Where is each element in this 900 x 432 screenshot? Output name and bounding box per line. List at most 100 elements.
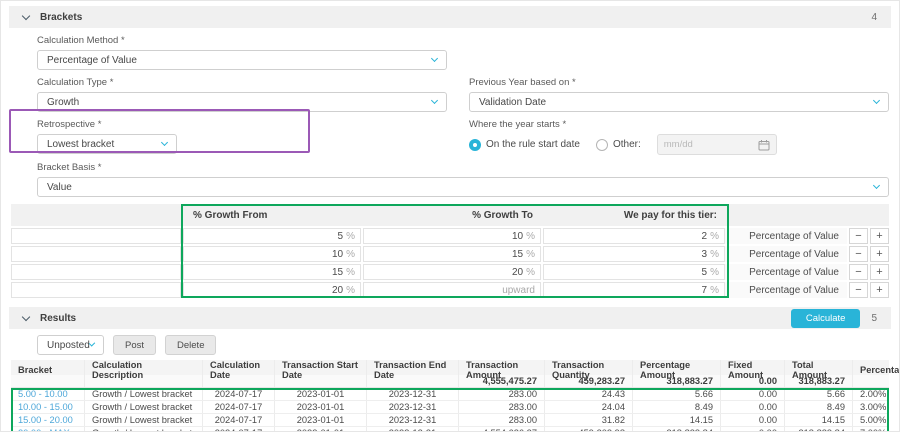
- cell-end-date: 2023-12-31: [367, 401, 459, 413]
- remove-tier-button[interactable]: −: [849, 282, 868, 298]
- cell-amount: 283.00: [459, 401, 545, 413]
- add-tier-button[interactable]: +: [870, 228, 889, 244]
- col-calc-date: Calculation Date: [203, 360, 275, 380]
- post-button[interactable]: Post: [113, 335, 157, 355]
- col-amount: Transaction Amount: [459, 360, 545, 380]
- remove-tier-button[interactable]: −: [849, 264, 868, 280]
- tier-pay-value: 3: [701, 248, 708, 260]
- add-tier-button[interactable]: +: [870, 282, 889, 298]
- tier-to-value: 20: [511, 266, 524, 278]
- remove-tier-button[interactable]: −: [849, 246, 868, 262]
- cell-percentage: 5.00%: [860, 415, 887, 425]
- brackets-section-header[interactable]: Brackets 4: [9, 6, 891, 28]
- tier-empty-field[interactable]: [11, 264, 181, 280]
- tier-to-value: 10: [511, 230, 524, 242]
- status-filter-value: Unposted: [47, 339, 90, 351]
- cell-fixed: 0.00: [721, 414, 785, 426]
- bracket-basis-value: Value: [47, 181, 72, 193]
- tier-to-input[interactable]: 10%: [363, 228, 541, 244]
- tier-col-we-pay: We pay for this tier:: [623, 209, 717, 221]
- col-end-date: Transaction End Date: [367, 360, 459, 380]
- tier-from-value: 15: [331, 266, 344, 278]
- cell-quantity: 24.04: [545, 401, 633, 413]
- cell-total: 8.49: [785, 401, 853, 413]
- tier-method-label: Percentage of Value: [725, 246, 847, 262]
- tier-pay-input[interactable]: 5%: [543, 264, 725, 280]
- cell-total: 5.66: [785, 388, 853, 400]
- calculation-type-label: Calculation Type *: [37, 77, 114, 88]
- calculate-button[interactable]: Calculate: [790, 308, 861, 328]
- cell-quantity: 459,202.98: [545, 427, 633, 431]
- add-tier-button[interactable]: +: [870, 264, 889, 280]
- results-count-badge: 5: [871, 312, 877, 324]
- chevron-down-icon: [872, 96, 881, 105]
- year-start-date-input-wrap[interactable]: [656, 134, 777, 155]
- calculation-type-select[interactable]: Growth: [37, 92, 447, 112]
- percent-suffix: %: [346, 266, 355, 278]
- status-filter-select[interactable]: Unposted: [37, 335, 104, 355]
- year-starts-label: Where the year starts *: [469, 119, 567, 130]
- tier-to-input[interactable]: 20%: [363, 264, 541, 280]
- previous-year-label: Previous Year based on *: [469, 77, 576, 88]
- tier-empty-field[interactable]: [11, 282, 181, 298]
- tier-to-value: upward: [502, 284, 535, 296]
- tier-to-input[interactable]: upward: [363, 282, 541, 298]
- bracket-link[interactable]: 5.00 - 10.00: [18, 389, 68, 399]
- collapse-chevron-icon[interactable]: [21, 312, 31, 321]
- results-table-header: Bracket Calculation Description Calculat…: [11, 360, 899, 380]
- results-row: 10.00 - 15.00 Growth / Lowest bracket 20…: [11, 401, 889, 414]
- tier-empty-field[interactable]: [11, 246, 181, 262]
- summary-fixed: 0.00: [721, 375, 785, 387]
- bracket-link[interactable]: 10.00 - 15.00: [18, 402, 73, 412]
- cell-start-date: 2023-01-01: [275, 388, 367, 400]
- tier-pay-value: 2: [701, 230, 708, 242]
- cell-calc-date: 2024-07-17: [203, 401, 275, 413]
- radio-selected-icon[interactable]: [469, 138, 481, 151]
- year-start-date-input[interactable]: [663, 139, 744, 150]
- tier-from-input[interactable]: 5%: [183, 228, 361, 244]
- chevron-down-icon: [430, 96, 439, 105]
- calculation-method-label: Calculation Method *: [37, 35, 125, 46]
- cell-fixed: 0.00: [721, 388, 785, 400]
- results-section-header[interactable]: Results Calculate 5: [9, 307, 891, 329]
- bracket-link[interactable]: 20.00 - MAX: [18, 428, 70, 431]
- previous-year-select[interactable]: Validation Date: [469, 92, 889, 112]
- brackets-form: Calculation Method * Percentage of Value…: [1, 28, 899, 197]
- radio-unselected-icon[interactable]: [595, 138, 608, 151]
- collapse-chevron-icon[interactable]: [21, 11, 31, 20]
- radio-other[interactable]: Other:: [595, 138, 641, 151]
- cell-amount: 4,554,626.27: [459, 427, 545, 431]
- bracket-link[interactable]: 15.00 - 20.00: [18, 415, 73, 425]
- calculation-method-select[interactable]: Percentage of Value: [37, 50, 447, 70]
- remove-tier-button[interactable]: −: [849, 228, 868, 244]
- tier-method-label: Percentage of Value: [725, 228, 847, 244]
- delete-button[interactable]: Delete: [165, 335, 217, 355]
- summary-total: 318,883.27: [785, 375, 853, 387]
- calculation-method-value: Percentage of Value: [47, 54, 137, 66]
- radio-rule-start-date[interactable]: On the rule start date: [469, 138, 580, 151]
- tier-empty-field[interactable]: [11, 228, 181, 244]
- cell-percentage: 3.00%: [860, 402, 887, 412]
- percent-suffix: %: [346, 248, 355, 260]
- cell-percentage: 7.00%: [853, 427, 893, 431]
- tier-pay-input[interactable]: 7%: [543, 282, 725, 298]
- cell-amount: 283.00: [459, 414, 545, 426]
- tier-from-input[interactable]: 10%: [183, 246, 361, 262]
- tier-from-input[interactable]: 20%: [183, 282, 361, 298]
- percent-suffix: %: [710, 248, 719, 260]
- retrospective-select[interactable]: Lowest bracket: [37, 134, 177, 154]
- summary-amount: 4,555,475.27: [459, 375, 545, 387]
- tier-pay-input[interactable]: 3%: [543, 246, 725, 262]
- tier-from-input[interactable]: 15%: [183, 264, 361, 280]
- tier-pay-value: 7: [701, 284, 708, 296]
- cell-end-date: 2023-12-31: [367, 427, 459, 431]
- cell-fixed: 0.00: [721, 427, 785, 431]
- cell-description: Growth / Lowest bracket: [85, 388, 203, 400]
- tier-to-input[interactable]: 15%: [363, 246, 541, 262]
- col-total: Total Amount: [785, 360, 853, 380]
- add-tier-button[interactable]: +: [870, 246, 889, 262]
- bracket-basis-select[interactable]: Value: [37, 177, 889, 197]
- tier-pay-input[interactable]: 2%: [543, 228, 725, 244]
- tier-row: 15% 20% 5% Percentage of Value − +: [11, 264, 889, 280]
